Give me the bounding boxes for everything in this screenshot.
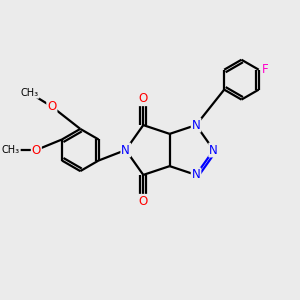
Text: N: N xyxy=(209,143,218,157)
Text: N: N xyxy=(192,118,200,132)
Text: N: N xyxy=(121,143,130,157)
Text: O: O xyxy=(47,100,56,113)
Text: CH₃: CH₃ xyxy=(20,88,39,98)
Text: CH₃: CH₃ xyxy=(2,145,20,155)
Text: O: O xyxy=(32,143,41,157)
Text: N: N xyxy=(192,168,200,182)
Text: F: F xyxy=(262,63,268,76)
Text: O: O xyxy=(139,92,148,105)
Text: O: O xyxy=(139,195,148,208)
